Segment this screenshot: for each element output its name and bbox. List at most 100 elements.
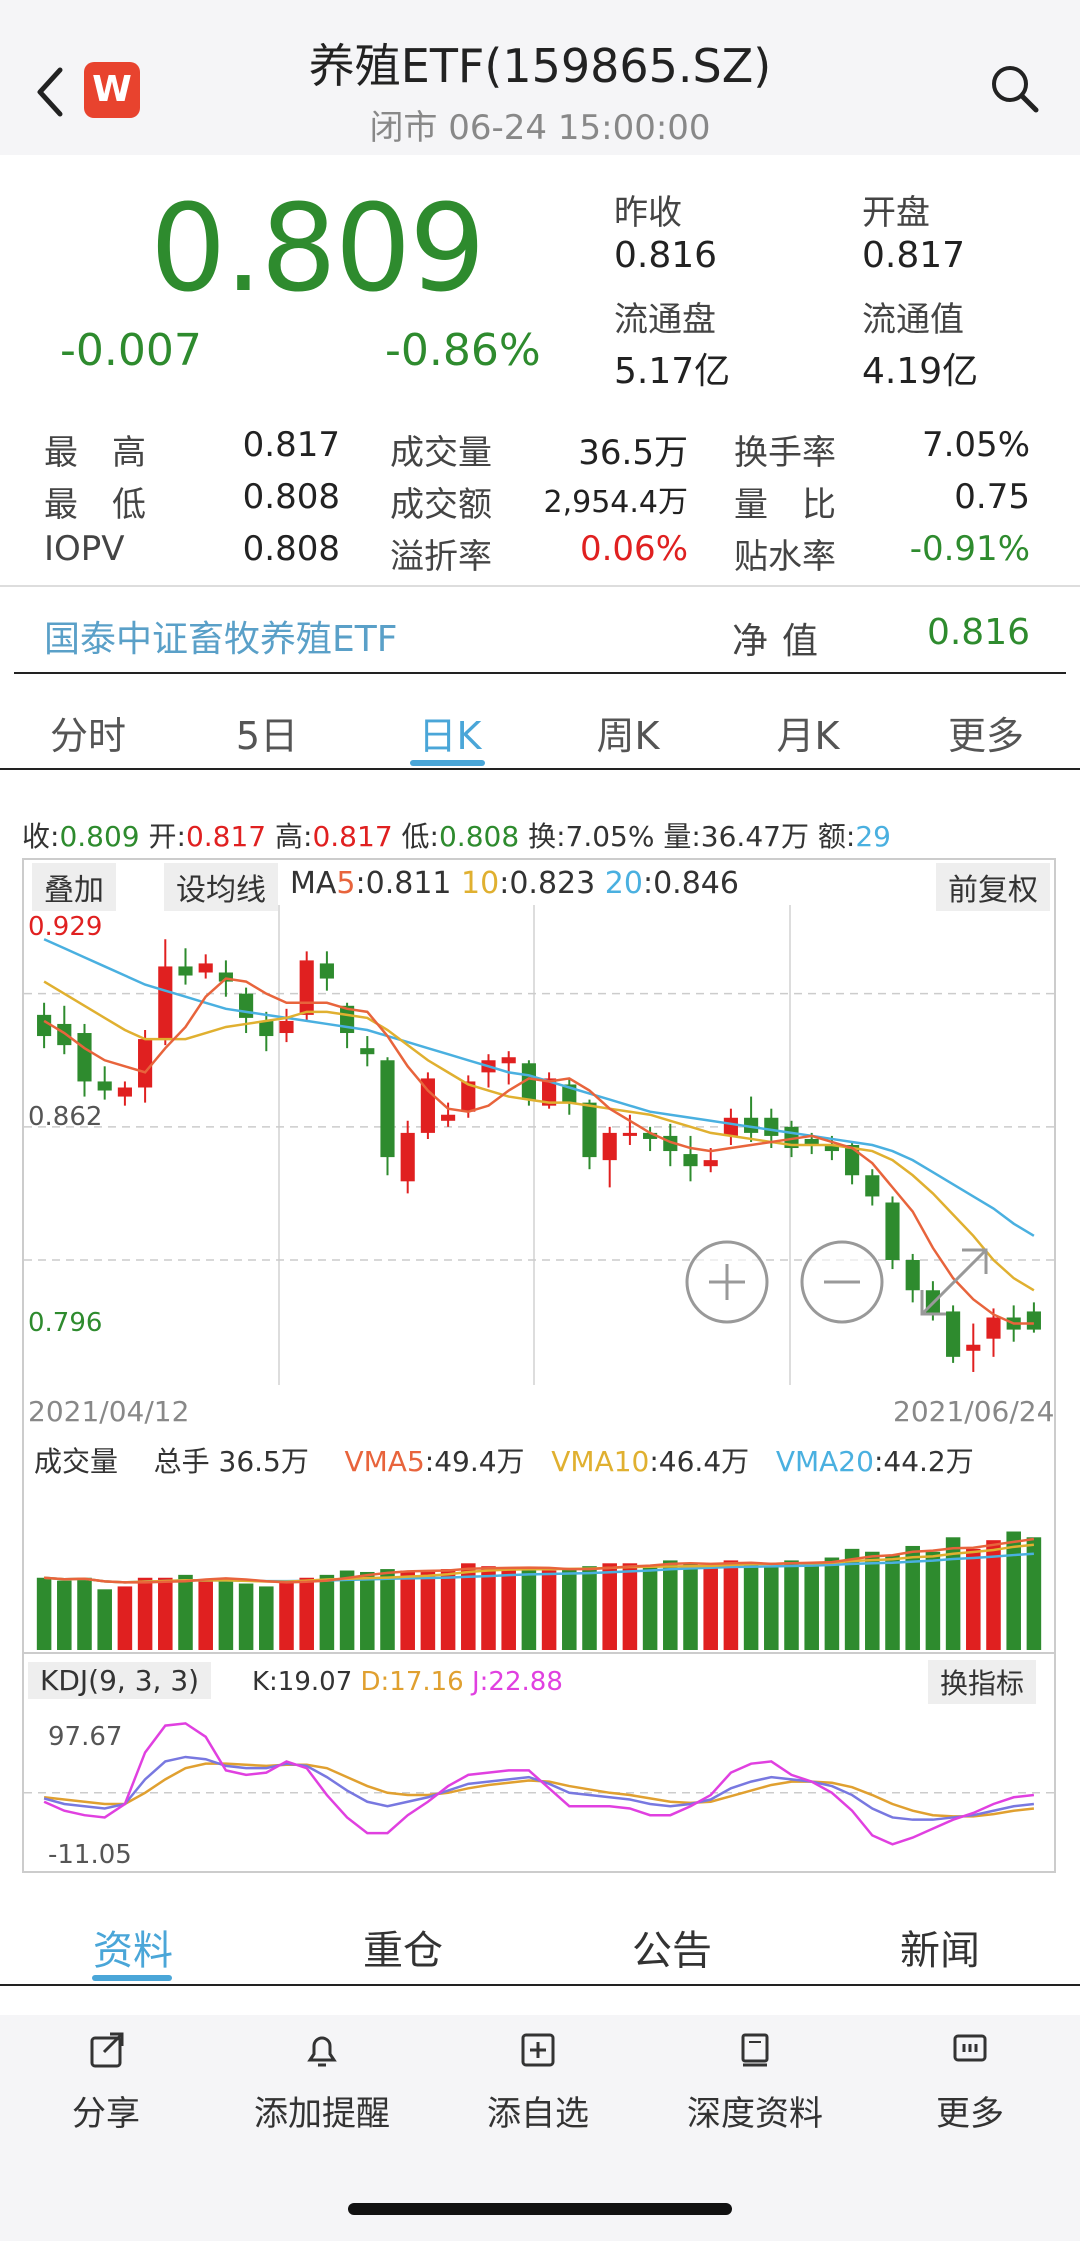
info-tab-1[interactable]: 重仓	[363, 1928, 443, 1974]
vma5-value: :49.4万	[424, 1445, 525, 1478]
volume-bar	[117, 1586, 133, 1650]
tab-4[interactable]: 月K	[776, 714, 840, 758]
volume-label: 量:	[663, 820, 701, 853]
candle-body	[643, 1132, 658, 1139]
turnover-label: 换:	[528, 820, 566, 853]
turnover-value: 7.05%	[565, 820, 655, 853]
ma20-line	[43, 938, 1035, 1237]
vma20-value: :44.2万	[873, 1445, 974, 1478]
candle-body	[582, 1102, 597, 1158]
volume-bar	[57, 1580, 72, 1650]
close-value: 0.809	[59, 820, 140, 853]
tab-5[interactable]: 更多	[947, 714, 1024, 758]
open-label: 开:	[148, 820, 186, 853]
volume-bar	[259, 1586, 274, 1650]
ma10-value: :0.823	[499, 866, 596, 901]
volume-bar	[400, 1570, 415, 1650]
tab-2[interactable]: 日K	[418, 714, 482, 758]
divider	[0, 768, 1080, 770]
date-end: 2021/06/24	[893, 1395, 1055, 1428]
info-tab-3[interactable]: 新闻	[900, 1928, 980, 1974]
volume-bar	[501, 1569, 516, 1650]
candle-body	[441, 1114, 456, 1121]
overlay-button[interactable]: 叠加	[32, 863, 116, 911]
candle-body	[744, 1117, 759, 1133]
kdj-chart[interactable]	[24, 1700, 1054, 1870]
kline-chart[interactable]	[24, 905, 1054, 1385]
volume-bar	[683, 1563, 698, 1650]
candle-body	[239, 993, 254, 1018]
adjust-button[interactable]: 前复权	[936, 863, 1050, 911]
stat-label: 最 高	[44, 433, 146, 473]
candle-body	[158, 966, 173, 1040]
volume-bar	[804, 1563, 819, 1650]
kdj-label[interactable]: KDJ(9, 3, 3)	[28, 1662, 212, 1699]
volume-bar	[986, 1540, 1001, 1650]
switch-indicator-button[interactable]: 换指标	[928, 1660, 1037, 1704]
volume-title: 成交量	[34, 1445, 119, 1478]
chart-panel[interactable]	[22, 858, 1056, 1873]
candle-body	[723, 1117, 738, 1136]
volume-bar	[1026, 1537, 1042, 1650]
amount-value: 29	[855, 820, 891, 853]
price-change-percent: -0.86%	[385, 325, 541, 376]
kdj-y-max: 97.67	[48, 1722, 123, 1752]
candle-body	[966, 1344, 981, 1351]
volume-bar	[945, 1537, 961, 1650]
candle-info: 收:0.809 开:0.817 高:0.817 低:0.808 换:7.05% …	[22, 815, 891, 855]
float-shares-value: 5.17亿	[614, 351, 731, 392]
volume-bar	[339, 1570, 355, 1650]
toolbar-add-watchlist-button[interactable]: 添自选	[430, 2030, 646, 2135]
divider	[0, 1984, 1080, 1986]
volume-bar	[97, 1589, 112, 1650]
candle-body	[542, 1078, 557, 1106]
tab-0[interactable]: 分时	[49, 714, 126, 758]
open-label: 开盘	[862, 193, 930, 233]
candle-body	[764, 1117, 779, 1136]
candle-body	[1026, 1311, 1041, 1330]
stat-label: 贴水率	[734, 537, 836, 577]
volume-bar	[481, 1566, 496, 1650]
fund-name-link[interactable]: 国泰中证畜牧养殖ETF	[44, 619, 398, 660]
candle-body	[865, 1175, 880, 1197]
candle-body	[117, 1087, 132, 1097]
volume-bar	[77, 1577, 92, 1650]
candle-body	[299, 960, 314, 1015]
set-ma-button[interactable]: 设均线	[164, 863, 278, 911]
volume-bar	[238, 1583, 254, 1650]
zoom-out-icon[interactable]	[800, 1240, 884, 1324]
back-arrow-icon[interactable]	[30, 62, 70, 122]
price-change: -0.007	[60, 325, 202, 376]
high-value: 0.817	[312, 820, 393, 853]
candle-body	[845, 1145, 860, 1176]
tab-3[interactable]: 周K	[596, 714, 660, 758]
volume-bar	[703, 1566, 718, 1650]
stat-label: 溢折率	[390, 537, 492, 577]
info-tab-0[interactable]: 资料	[93, 1928, 173, 1974]
y-axis-mid: 0.862	[28, 1102, 103, 1132]
zoom-in-icon[interactable]	[685, 1240, 769, 1324]
volume-bar	[137, 1577, 153, 1650]
fullscreen-icon[interactable]	[912, 1240, 996, 1324]
toolbar-share-button[interactable]: 分享	[0, 2030, 214, 2135]
market-status: 闭市 06-24 15:00:00	[369, 108, 711, 148]
volume-chart[interactable]	[24, 1480, 1054, 1650]
stat-value: 0.75	[954, 477, 1030, 517]
candle-body	[521, 1063, 536, 1100]
toolbar-bell-button[interactable]: 添加提醒	[214, 2030, 430, 2135]
toolbar-more-button[interactable]: 更多	[862, 2030, 1078, 2135]
divider	[0, 585, 1080, 587]
volume-bar	[158, 1577, 173, 1650]
volume-bar	[764, 1566, 779, 1650]
search-icon[interactable]	[988, 62, 1040, 114]
candle-body	[602, 1132, 617, 1161]
volume-bar	[723, 1560, 739, 1650]
tab-1[interactable]: 5日	[235, 714, 299, 758]
stat-label: 最 低	[44, 485, 146, 525]
candle-body	[683, 1154, 698, 1167]
volume-bar	[602, 1563, 617, 1650]
toolbar-book-button[interactable]: 深度资料	[647, 2030, 863, 2135]
ma5-line	[43, 977, 1034, 1325]
info-tab-2[interactable]: 公告	[632, 1928, 712, 1974]
volume-bar	[1006, 1531, 1021, 1650]
